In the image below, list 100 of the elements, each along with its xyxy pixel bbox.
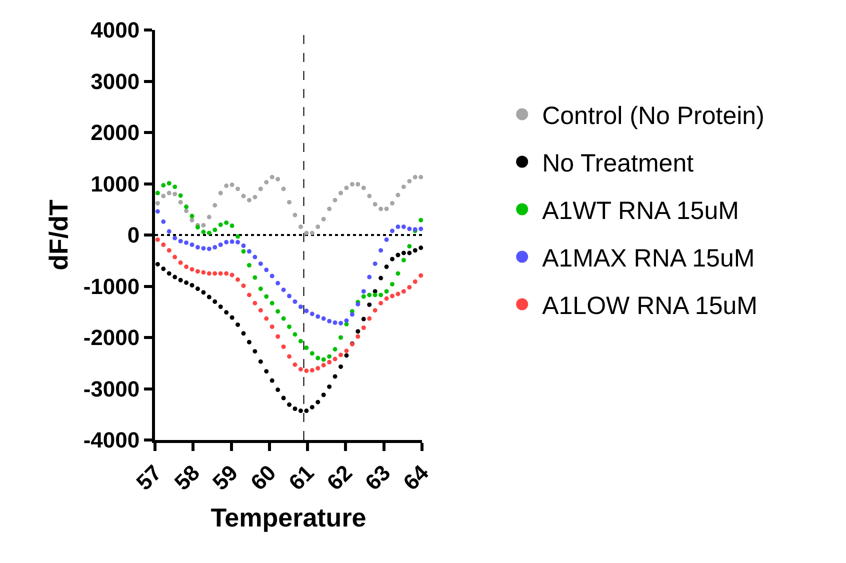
point: [378, 292, 384, 298]
point: [298, 408, 303, 414]
point: [292, 212, 298, 218]
point: [378, 276, 384, 280]
point: [161, 194, 166, 198]
point: [390, 282, 394, 286]
point: [390, 228, 394, 234]
point: [396, 252, 400, 258]
point: [230, 239, 234, 244]
point: [327, 354, 332, 359]
y-tick-label: -1000: [83, 274, 140, 299]
y-tick-label: 1000: [90, 171, 140, 196]
point: [338, 335, 344, 340]
point: [218, 271, 223, 276]
point: [252, 275, 258, 280]
point: [155, 262, 160, 266]
point: [361, 294, 366, 299]
point: [372, 308, 378, 313]
point: [287, 324, 292, 329]
point: [178, 260, 183, 265]
point: [332, 356, 338, 362]
point: [212, 228, 218, 232]
point: [206, 230, 212, 236]
point: [396, 224, 400, 230]
point: [178, 238, 183, 244]
point: [195, 245, 200, 250]
point: [258, 359, 263, 364]
point: [321, 362, 326, 368]
x-tick-label: 63: [360, 460, 396, 496]
point: [172, 274, 178, 280]
point: [252, 300, 258, 306]
point: [236, 322, 240, 327]
point: [172, 192, 178, 196]
point: [218, 190, 223, 196]
point: [166, 190, 172, 196]
point: [292, 406, 298, 411]
point: [212, 299, 218, 304]
point: [316, 314, 320, 319]
point: [338, 352, 344, 358]
point: [367, 292, 372, 298]
point: [361, 289, 366, 294]
x-tick-label: 61: [284, 460, 319, 496]
y-tick-label: -2000: [83, 325, 140, 350]
point: [252, 194, 258, 200]
point: [418, 226, 424, 232]
point: [401, 289, 406, 294]
point: [166, 229, 172, 234]
point: [350, 182, 354, 187]
point: [224, 220, 229, 225]
point: [344, 353, 349, 358]
point: [201, 290, 206, 295]
point: [361, 326, 366, 330]
point: [321, 316, 326, 321]
point: [372, 292, 378, 298]
point: [184, 280, 189, 285]
point: [218, 242, 223, 247]
point: [230, 224, 234, 228]
point: [236, 234, 240, 239]
point: [332, 320, 338, 325]
point: [310, 404, 314, 410]
point: [264, 369, 269, 374]
point: [206, 294, 212, 300]
point: [412, 174, 418, 180]
point: [201, 223, 206, 228]
x-tick-label: 60: [246, 460, 281, 496]
point: [258, 186, 263, 192]
point: [184, 204, 189, 210]
point: [418, 174, 424, 180]
point: [384, 237, 389, 242]
point: [384, 264, 389, 270]
legend-label: A1WT RNA 15uM: [542, 197, 739, 225]
point: [224, 310, 229, 315]
point: [321, 357, 326, 362]
point: [327, 318, 332, 324]
point: [212, 271, 218, 276]
x-tick-label: 59: [208, 460, 243, 496]
point: [172, 254, 178, 260]
point: [241, 283, 246, 288]
point: [161, 219, 166, 224]
point: [195, 225, 200, 230]
point: [246, 249, 252, 254]
point: [367, 194, 372, 198]
point: [246, 292, 252, 298]
point: [276, 176, 280, 182]
point: [270, 324, 274, 329]
point: [292, 362, 298, 367]
point: [418, 246, 424, 250]
legend-label: A1LOW RNA 15uM: [542, 292, 758, 320]
point: [287, 402, 292, 407]
point: [310, 351, 314, 356]
y-tick-label: -4000: [83, 428, 140, 453]
point: [401, 250, 406, 256]
point: [350, 312, 354, 317]
point: [298, 338, 303, 344]
point: [276, 309, 280, 314]
point: [372, 261, 378, 266]
point: [401, 184, 406, 190]
point: [201, 270, 206, 275]
point: [161, 242, 166, 247]
y-tick-label: 2000: [90, 120, 140, 146]
